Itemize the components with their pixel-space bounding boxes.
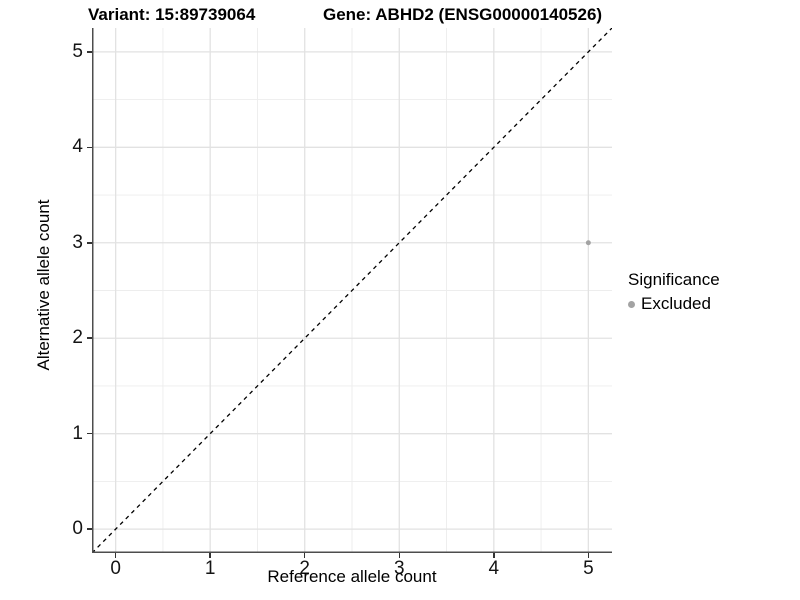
x-tick-label: 0 [110, 558, 121, 579]
y-tick-mark [87, 51, 92, 53]
legend-item-label: Excluded [641, 294, 711, 313]
y-tick-label: 3 [72, 231, 83, 253]
x-tick-label: 3 [393, 558, 405, 579]
plot-title-gene: Gene: ABHD2 (ENSG00000140526) [323, 5, 603, 24]
x-tick-mark [398, 553, 401, 558]
legend-item: Excluded [628, 294, 720, 314]
x-tick-mark [114, 553, 117, 558]
x-tick-mark [587, 553, 590, 558]
legend-items: Excluded [628, 294, 720, 314]
plot-title-variant: Variant: 15:89739064 [88, 5, 256, 24]
legend-title: Significance [628, 270, 720, 289]
plot-panel-svg [92, 28, 612, 553]
identity-line [92, 28, 612, 553]
plot-panel [92, 28, 612, 553]
x-tick-label: 4 [488, 558, 500, 579]
y-tick-label: 2 [72, 327, 83, 349]
legend-key-dot-icon [628, 300, 635, 308]
x-tick-mark [303, 553, 306, 558]
x-tick-label: 2 [299, 558, 310, 579]
x-tick-label: 5 [583, 558, 594, 579]
data-point [585, 240, 591, 246]
y-tick-mark [87, 432, 92, 435]
legend: Significance Excluded [628, 270, 720, 314]
y-tick-label: 5 [72, 40, 83, 62]
y-tick-mark [87, 146, 92, 149]
x-tick-label: 1 [204, 558, 216, 579]
y-tick-mark [87, 242, 92, 244]
y-axis-title: Alternative allele count [34, 199, 53, 371]
x-tick-mark [209, 553, 211, 558]
y-tick-mark [87, 528, 92, 530]
x-axis-title: Reference allele count [267, 567, 437, 586]
y-tick-label: 0 [72, 518, 83, 540]
y-tick-label: 1 [72, 422, 83, 444]
y-tick-label: 4 [72, 136, 83, 158]
x-tick-mark [493, 553, 495, 558]
y-tick-mark [87, 337, 92, 339]
